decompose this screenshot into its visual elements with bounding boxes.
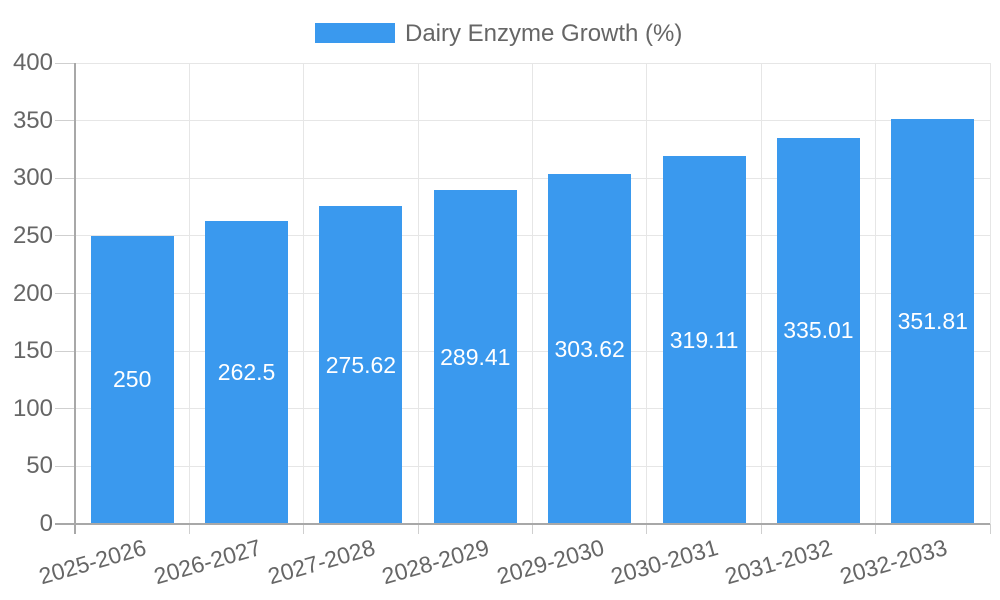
- y-axis-label: 0: [39, 510, 53, 537]
- x-gridline: [532, 63, 533, 524]
- y-tick-mark: [55, 62, 75, 64]
- bar: 262.5: [205, 221, 289, 524]
- y-tick-mark: [55, 350, 75, 352]
- y-axis-label: 350: [12, 106, 53, 134]
- x-gridline: [417, 63, 419, 524]
- bar-value-label: 303.62: [554, 335, 625, 362]
- bar-value-label: 275.62: [325, 351, 397, 378]
- y-tick-mark: [55, 293, 75, 294]
- bar: 289.41: [433, 190, 517, 524]
- bar-value-label: 262.5: [217, 359, 276, 386]
- y-axis-label: 250: [12, 221, 53, 249]
- bar: 275.62: [319, 206, 403, 524]
- y-axis-label: 50: [26, 452, 53, 480]
- x-tick-mark: [646, 524, 648, 534]
- x-gridline: [989, 63, 991, 524]
- x-gridline: [760, 63, 762, 524]
- y-axis-label: 200: [12, 279, 53, 307]
- bar: 303.62: [548, 174, 632, 524]
- x-tick-mark: [303, 524, 305, 534]
- y-axis-label: 100: [12, 394, 53, 422]
- y-axis-label: 150: [12, 337, 53, 365]
- x-tick-mark: [417, 524, 419, 534]
- x-tick-mark: [532, 524, 533, 534]
- bar-value-label: 319.11: [669, 326, 739, 353]
- legend-label: Dairy Enzyme Growth (%): [405, 20, 683, 47]
- y-tick-mark: [55, 465, 75, 467]
- y-tick-mark: [55, 235, 75, 237]
- bar-value-label: 335.01: [783, 317, 854, 344]
- x-tick-mark: [760, 524, 762, 534]
- x-gridline: [646, 63, 648, 524]
- x-gridline: [303, 63, 305, 524]
- bar-value-label: 351.81: [897, 307, 968, 334]
- bar: 250: [90, 235, 174, 524]
- y-axis-label: 300: [12, 164, 53, 192]
- x-tick-mark: [188, 524, 190, 534]
- x-tick-mark: [989, 524, 991, 534]
- legend-swatch: [315, 23, 395, 43]
- x-axis-line: [55, 523, 990, 525]
- plot-area: 0 50 100 150 200 250 300 350 400 250 262.5 275.62 28…: [13, 50, 991, 589]
- legend: Dairy Enzyme Growth (%): [0, 0, 1000, 55]
- x-tick-mark: [875, 524, 877, 534]
- y-axis-line: [74, 63, 76, 534]
- y-tick-mark: [55, 408, 75, 410]
- bar: 319.11: [662, 156, 746, 524]
- y-tick-mark: [55, 120, 75, 122]
- bar: 351.81: [891, 118, 975, 524]
- bar-value-label: 289.41: [440, 343, 511, 370]
- bar-value-label: 250: [113, 366, 152, 393]
- x-gridline: [875, 63, 877, 524]
- x-gridline: [188, 63, 190, 524]
- y-tick-mark: [55, 177, 75, 179]
- bar: 335.01: [776, 137, 860, 524]
- y-axis-label: 400: [12, 49, 53, 76]
